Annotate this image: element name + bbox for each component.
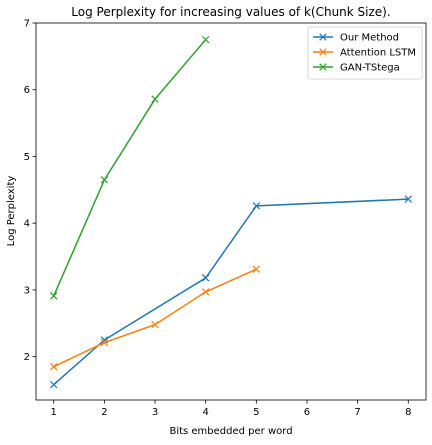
legend-label: GAN-TStega xyxy=(340,63,400,74)
data-point-gan-tstega xyxy=(152,96,159,103)
y-tick-label: 4 xyxy=(24,219,30,230)
x-tick-label: 6 xyxy=(304,407,310,418)
x-tick-label: 1 xyxy=(51,407,57,418)
data-point-gan-tstega xyxy=(202,36,209,43)
series-line-our-method xyxy=(54,199,409,384)
legend-label: Attention LSTM xyxy=(340,48,416,59)
x-tick-label: 8 xyxy=(405,407,411,418)
data-point-attention-lstm xyxy=(253,266,260,273)
x-tick-label: 2 xyxy=(101,407,107,418)
x-tick-label: 3 xyxy=(152,407,158,418)
data-point-attention-lstm xyxy=(50,363,57,370)
data-point-gan-tstega xyxy=(101,177,108,184)
axes-frame xyxy=(36,23,426,400)
y-tick-label: 3 xyxy=(24,285,30,296)
data-point-attention-lstm xyxy=(202,289,209,296)
data-point-gan-tstega xyxy=(50,293,57,300)
x-tick-label: 5 xyxy=(253,407,259,418)
series-line-gan-tstega xyxy=(54,40,206,296)
x-axis-label: Bits embedded per word xyxy=(169,426,292,437)
data-point-attention-lstm xyxy=(152,321,159,328)
x-tick-label: 4 xyxy=(202,407,208,418)
y-tick-label: 7 xyxy=(24,19,30,30)
legend-label: Our Method xyxy=(340,33,399,44)
series-gan-tstega xyxy=(50,36,209,299)
x-tick-label: 7 xyxy=(354,407,360,418)
legend: Our Method Attention LSTM GAN-TStega xyxy=(308,27,422,79)
y-tick-label: 6 xyxy=(24,85,30,96)
series-attention-lstm xyxy=(50,266,259,370)
chart-title: Log Perplexity for increasing values of … xyxy=(71,5,390,19)
data-point-our-method xyxy=(50,381,57,388)
series-our-method xyxy=(50,196,411,388)
y-tick-label: 5 xyxy=(24,152,30,163)
series-line-attention-lstm xyxy=(54,269,257,366)
y-axis-label: Log Perplexity xyxy=(6,176,17,247)
y-tick-label: 2 xyxy=(24,352,30,363)
data-point-our-method xyxy=(202,275,209,282)
